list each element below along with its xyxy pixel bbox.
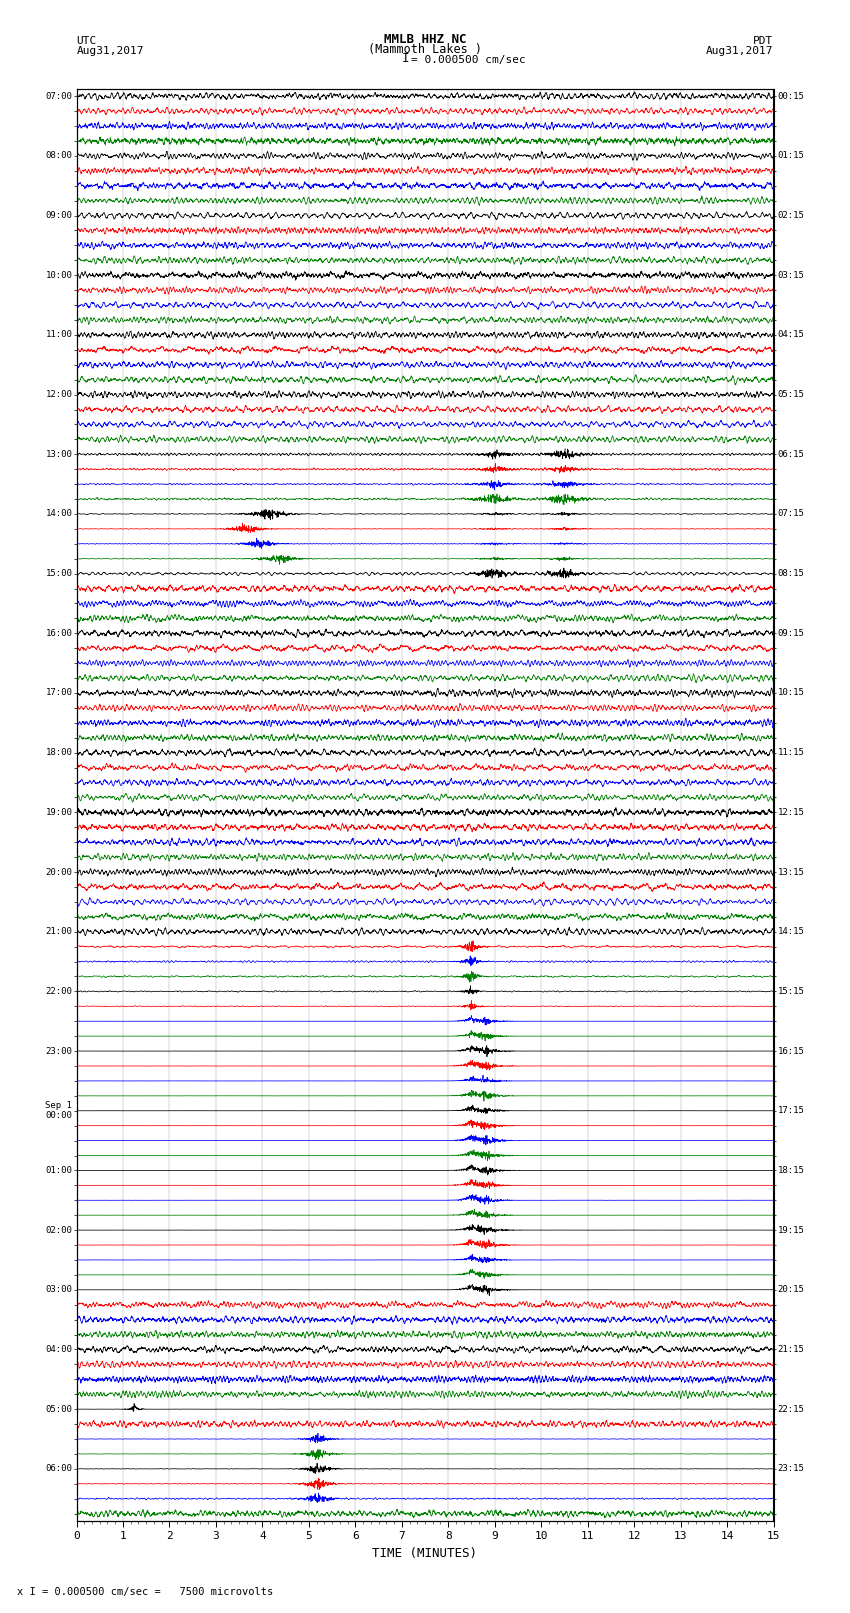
Text: = 0.000500 cm/sec: = 0.000500 cm/sec	[411, 55, 526, 65]
Text: PDT: PDT	[753, 35, 774, 45]
Text: MMLB HHZ NC: MMLB HHZ NC	[383, 32, 467, 45]
Text: I: I	[402, 52, 410, 65]
Text: UTC: UTC	[76, 35, 97, 45]
X-axis label: TIME (MINUTES): TIME (MINUTES)	[372, 1547, 478, 1560]
Text: Aug31,2017: Aug31,2017	[76, 45, 144, 56]
Text: x I = 0.000500 cm/sec =   7500 microvolts: x I = 0.000500 cm/sec = 7500 microvolts	[17, 1587, 273, 1597]
Text: (Mammoth Lakes ): (Mammoth Lakes )	[368, 42, 482, 56]
Text: Aug31,2017: Aug31,2017	[706, 45, 774, 56]
